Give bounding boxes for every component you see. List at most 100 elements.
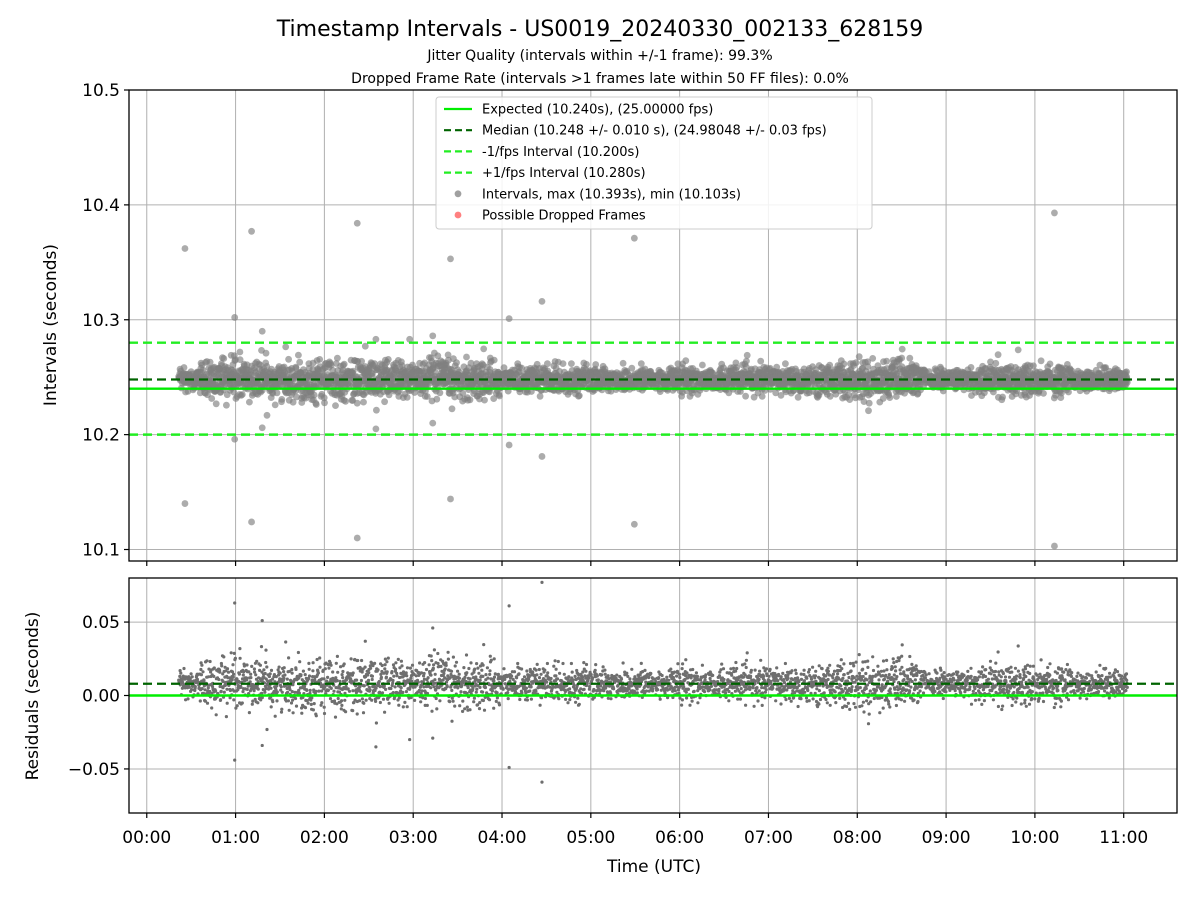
interval-point [444,351,452,359]
residual-point [396,657,400,662]
interval-point [463,353,470,361]
interval-point [758,393,766,400]
residual-point [385,670,389,674]
residual-point [478,664,483,668]
residual-point [376,668,380,672]
residual-point [260,670,264,674]
residual-point [492,657,496,661]
residual-point [397,703,401,707]
interval-point [869,355,877,362]
interval-point [628,364,636,372]
interval-point [840,360,848,368]
residual-point [473,667,477,671]
residual-point [273,714,277,718]
interval-point [826,392,834,400]
residual-point [251,699,255,703]
residual-point [461,709,465,714]
interval-point [373,406,380,414]
residual-point [206,675,211,679]
residual-point [328,697,333,701]
residual-point [200,687,204,691]
residual-point [240,701,244,705]
interval-point-outlier [372,425,380,433]
interval-point [846,396,854,403]
residual-point [208,659,212,664]
residual-point [432,681,436,686]
residual-point [231,663,235,667]
residual-point [404,690,408,694]
interval-point [994,351,1002,359]
residual-point [433,672,437,676]
interval-point [967,364,975,371]
residual-point [224,715,228,719]
interval-point [310,391,318,399]
residual-point [501,687,505,691]
interval-point [992,359,1000,367]
residual-point [235,704,239,708]
residual-point [193,685,197,689]
residual-point [468,708,472,712]
interval-point-outlier [630,234,638,242]
residual-point [445,685,449,689]
residual-point [312,702,316,706]
residual-point [330,699,334,704]
residual-point [232,689,236,693]
intervals-plot: 10.110.210.310.410.5 [82,81,1178,566]
residual-point [199,667,203,672]
residual-point [333,715,338,719]
residual-point [219,661,223,666]
residual-point [245,678,249,682]
residual-point [273,680,277,684]
residual-point [450,719,454,723]
residual-point [464,680,468,684]
interval-point [293,393,300,401]
residual-point [409,676,413,680]
interval-point [212,400,220,408]
interval-point [536,392,544,400]
residual-point [418,661,422,665]
interval-point-outlier [505,441,513,449]
residual-point [199,673,203,677]
interval-point [500,364,508,372]
residual-point [401,690,405,695]
residual-point [305,688,309,693]
residual-point [291,711,295,715]
residual-point [336,670,340,674]
residual-point [297,688,301,693]
residual-point [258,668,262,673]
residual-point [370,698,374,702]
residual-point [464,653,469,657]
residual-point [314,689,318,694]
interval-point [180,364,188,371]
residual-point [335,654,339,659]
residual-point [342,662,346,666]
interval-point [327,361,335,369]
residual-point [179,671,183,675]
residual-point [187,685,191,689]
interval-point-outlier [231,314,239,321]
residual-point [377,679,381,684]
residual-point [511,677,515,682]
residual-point [309,702,313,707]
residual-point [363,665,367,669]
residual-point [214,713,218,717]
interval-point-outlier [630,520,638,528]
interval-point [334,354,341,362]
residual-point [265,665,269,669]
residual-point [220,664,224,668]
residual-point [374,699,378,704]
residual-point [226,670,231,674]
residual-point [383,663,387,667]
residual-point [198,699,202,703]
interval-point [699,361,706,369]
residual-point [228,696,232,700]
residual-point [400,664,404,668]
residual-point [203,699,207,703]
interval-point [987,358,994,366]
interval-point [883,357,890,365]
residual-point [453,664,457,668]
residual-point [482,708,487,712]
interval-point-outlier [429,419,437,427]
residual-point [311,661,315,665]
interval-point [575,392,583,399]
